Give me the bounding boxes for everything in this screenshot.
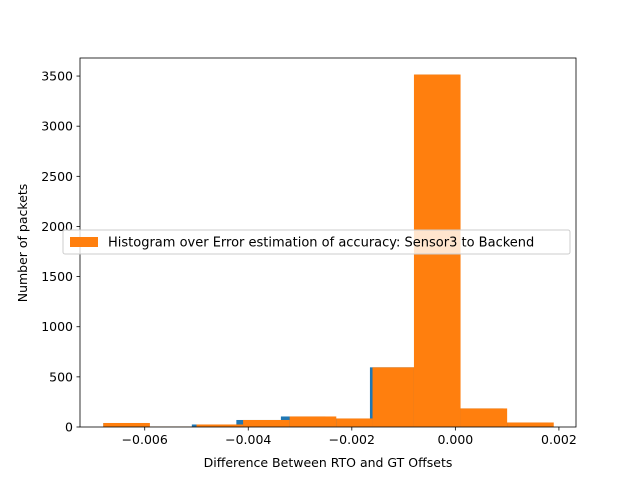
bar-series2-bin-10 bbox=[507, 422, 554, 427]
y-tick-label: 1000 bbox=[41, 319, 73, 334]
legend: Histogram over Error estimation of accur… bbox=[62, 229, 571, 255]
y-axis-title: Number of packets bbox=[15, 184, 30, 303]
bar-series2-bin-7 bbox=[372, 367, 414, 427]
x-axis-title: Difference Between RTO and GT Offsets bbox=[204, 455, 453, 470]
legend-swatch bbox=[70, 237, 98, 247]
y-tick-label: 2500 bbox=[41, 169, 73, 184]
bar-series2-bin-1 bbox=[103, 422, 150, 427]
bar-series2-bin-9 bbox=[460, 408, 508, 427]
bar-series2-bin-3 bbox=[196, 424, 244, 427]
legend-box bbox=[62, 229, 571, 255]
y-tick-label: 500 bbox=[49, 369, 73, 384]
y-tick-label: 3500 bbox=[41, 69, 73, 84]
x-tick-label: −0.006 bbox=[122, 432, 168, 447]
x-tick-label: −0.004 bbox=[225, 432, 271, 447]
bar-series2-bin-6 bbox=[336, 418, 373, 427]
y-tick-label: 0 bbox=[65, 420, 73, 435]
y-tick-label: 3000 bbox=[41, 119, 73, 134]
legend-label: Histogram over Error estimation of accur… bbox=[108, 236, 534, 251]
bar-series2-bin-5 bbox=[289, 416, 337, 427]
x-tick-label: −0.002 bbox=[329, 432, 375, 447]
y-tick-label: 1500 bbox=[41, 269, 73, 284]
x-tick-label: 0.000 bbox=[437, 432, 473, 447]
bar-series2-bin-4 bbox=[243, 419, 290, 427]
x-tick-label: 0.002 bbox=[541, 432, 577, 447]
